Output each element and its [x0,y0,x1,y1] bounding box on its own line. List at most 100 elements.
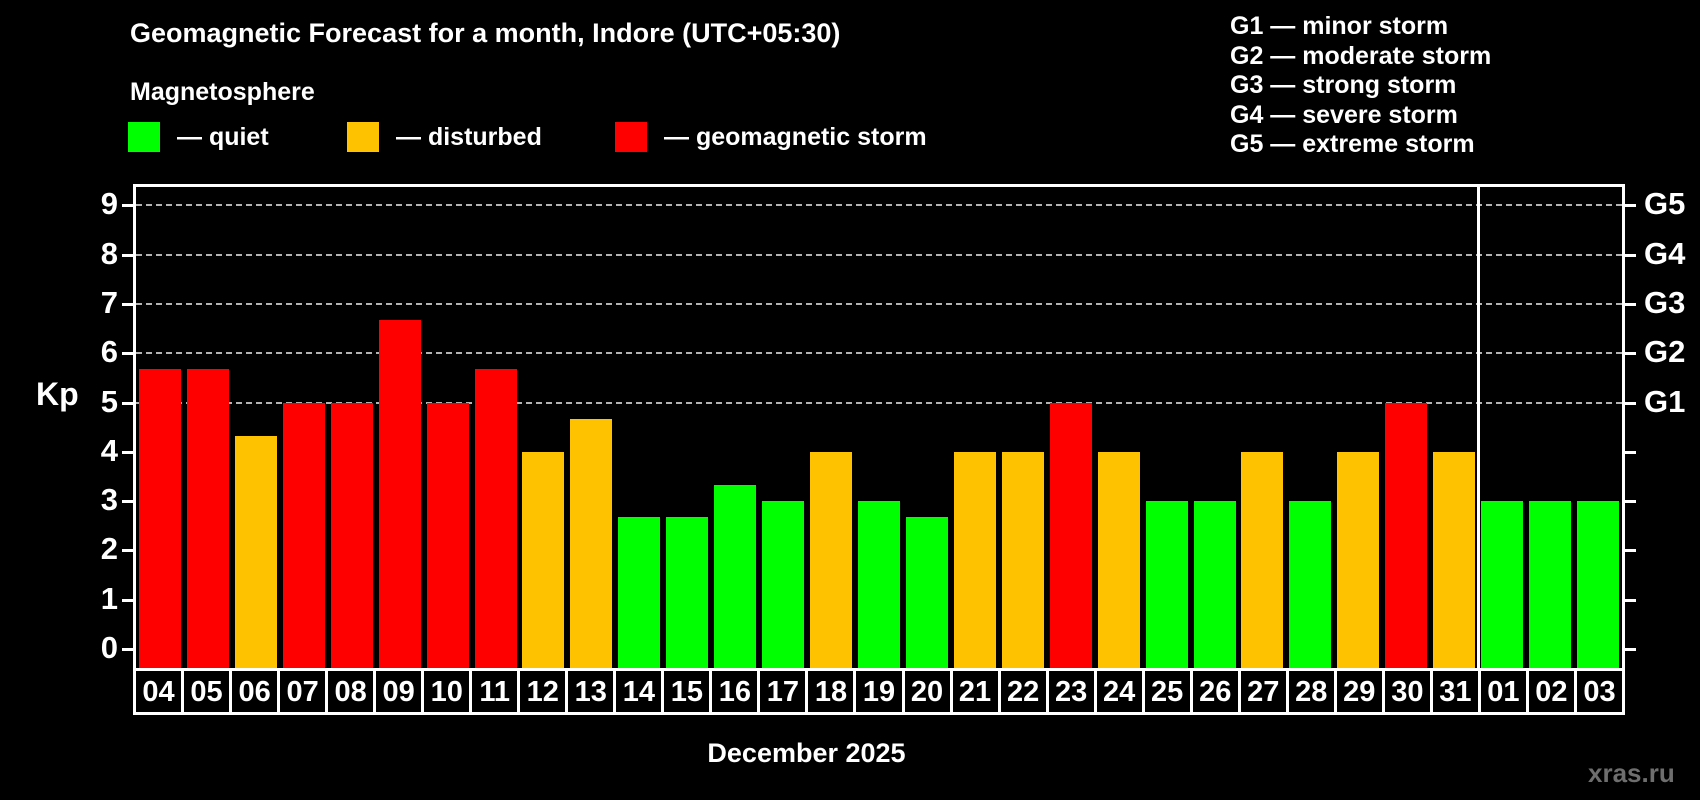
day-label-15: 15 [661,668,713,715]
bar-day-24 [1097,451,1140,668]
legend-label-storm: — geomagnetic storm [664,122,927,151]
storm-color-swatch [615,122,647,152]
right-axis-label-g2: G2 [1644,334,1686,370]
y-axis-label: Kp [36,376,79,412]
right-axis-tick-2 [1622,549,1636,553]
right-axis-tick-6 [1622,352,1636,356]
gridline-kp9 [136,204,1622,207]
left-axis-tick-label-2: 2 [100,531,118,567]
right-axis-tick-9 [1622,204,1636,208]
day-label-14: 14 [613,668,665,715]
gridline-kp8 [136,253,1622,256]
left-axis-tick-5 [122,401,133,405]
day-label-05: 05 [181,668,233,715]
day-label-25: 25 [1141,668,1193,715]
bar-day-01 [1481,501,1524,668]
right-axis-label-g1: G1 [1644,383,1686,419]
g3-legend-line: G3 — strong storm [1230,71,1457,100]
bar-day-31 [1433,451,1476,668]
day-label-10: 10 [421,668,473,715]
g-scale-legend: G1 — minor storm G2 — moderate storm G3 … [1230,12,1491,160]
right-axis-tick-5 [1622,401,1636,405]
legend-item-disturbed: — disturbed [347,122,542,152]
gridline-kp7 [136,302,1622,305]
day-label-01: 01 [1477,668,1529,715]
bar-day-06 [234,435,277,668]
day-label-11: 11 [469,668,521,715]
right-axis-tick-3 [1622,500,1636,504]
day-label-17: 17 [757,668,809,715]
left-axis-tick-label-4: 4 [100,432,118,468]
g1-legend-line: G1 — minor storm [1230,12,1449,40]
day-label-18: 18 [805,668,857,715]
chart-subtitle: Magnetosphere [130,78,315,106]
right-axis-label-g3: G3 [1644,284,1686,320]
left-axis-tick-7 [122,302,133,306]
g2-legend-line: G2 — moderate storm [1230,41,1492,70]
left-axis-tick-9 [122,204,133,208]
x-axis-day-labels: 04 05 06 07 08 09 10 11 12 13 14 15 16 17 18 19 20 21 22 23… [133,668,1625,715]
g5-legend-line: G5 — extreme storm [1230,130,1475,159]
day-label-24: 24 [1093,668,1145,715]
gridline-kp6 [136,352,1622,355]
day-label-19: 19 [853,668,905,715]
legend-item-storm: — geomagnetic storm [615,122,927,152]
bar-day-04 [138,369,181,668]
quiet-color-swatch [128,122,160,152]
left-axis-tick-1 [122,598,133,602]
chart-plot-area: 04 05 06 07 08 09 10 11 12 13 14 15 16 17 18 19 20 21 22 23… [101,184,1685,715]
day-label-26: 26 [1189,668,1241,715]
bar-day-25 [1145,501,1188,668]
day-label-13: 13 [565,668,617,715]
day-label-29: 29 [1333,668,1385,715]
bar-day-15 [666,517,709,668]
bar-day-17 [762,501,805,668]
day-label-21: 21 [949,668,1001,715]
left-axis-tick-label-8: 8 [100,235,118,271]
legend-item-quiet: — quiet [128,122,269,152]
gridline-kp5 [136,401,1622,404]
g4-legend-line: G4 — severe storm [1230,100,1458,129]
bar-day-12 [522,451,565,668]
bar-day-22 [1001,451,1044,668]
day-label-08: 08 [325,668,377,715]
left-axis-tick-label-9: 9 [100,186,118,222]
x-axis-title: December 2025 [707,738,906,768]
left-axis-tick-label-6: 6 [100,334,118,370]
bar-day-23 [1049,402,1092,668]
bar-day-10 [426,402,469,668]
day-label-20: 20 [901,668,953,715]
disturbed-color-swatch [347,122,379,152]
bar-day-03 [1577,501,1620,668]
day-label-30: 30 [1381,668,1433,715]
month-separator-line [1476,187,1480,668]
day-label-07: 07 [277,668,329,715]
watermark: xras.ru [1588,758,1675,788]
right-axis-label-g5: G5 [1644,186,1686,222]
day-label-06: 06 [229,668,281,715]
bar-day-26 [1193,501,1236,668]
bar-day-02 [1529,501,1572,668]
bar-day-21 [953,451,996,668]
left-axis-tick-label-0: 0 [100,630,118,665]
bar-day-07 [282,402,325,668]
left-axis-tick-label-5: 5 [100,383,118,419]
day-label-09: 09 [373,668,425,715]
legend-label-disturbed: — disturbed [396,122,542,151]
day-label-23: 23 [1045,668,1097,715]
bar-day-05 [186,369,229,668]
chart-title: Geomagnetic Forecast for a month, Indore… [130,18,841,48]
left-axis-tick-0 [122,648,133,651]
left-axis-tick-6 [122,352,133,356]
right-axis-label-g4: G4 [1644,235,1686,271]
day-label-28: 28 [1285,668,1337,715]
bar-day-14 [618,517,661,668]
right-axis-tick-8 [1622,253,1636,257]
day-label-31: 31 [1429,668,1481,715]
right-axis-tick-4 [1622,450,1636,454]
left-axis-tick-3 [122,500,133,504]
right-axis-tick-7 [1622,302,1636,306]
day-label-12: 12 [517,668,569,715]
left-axis-tick-label-3: 3 [100,482,118,518]
